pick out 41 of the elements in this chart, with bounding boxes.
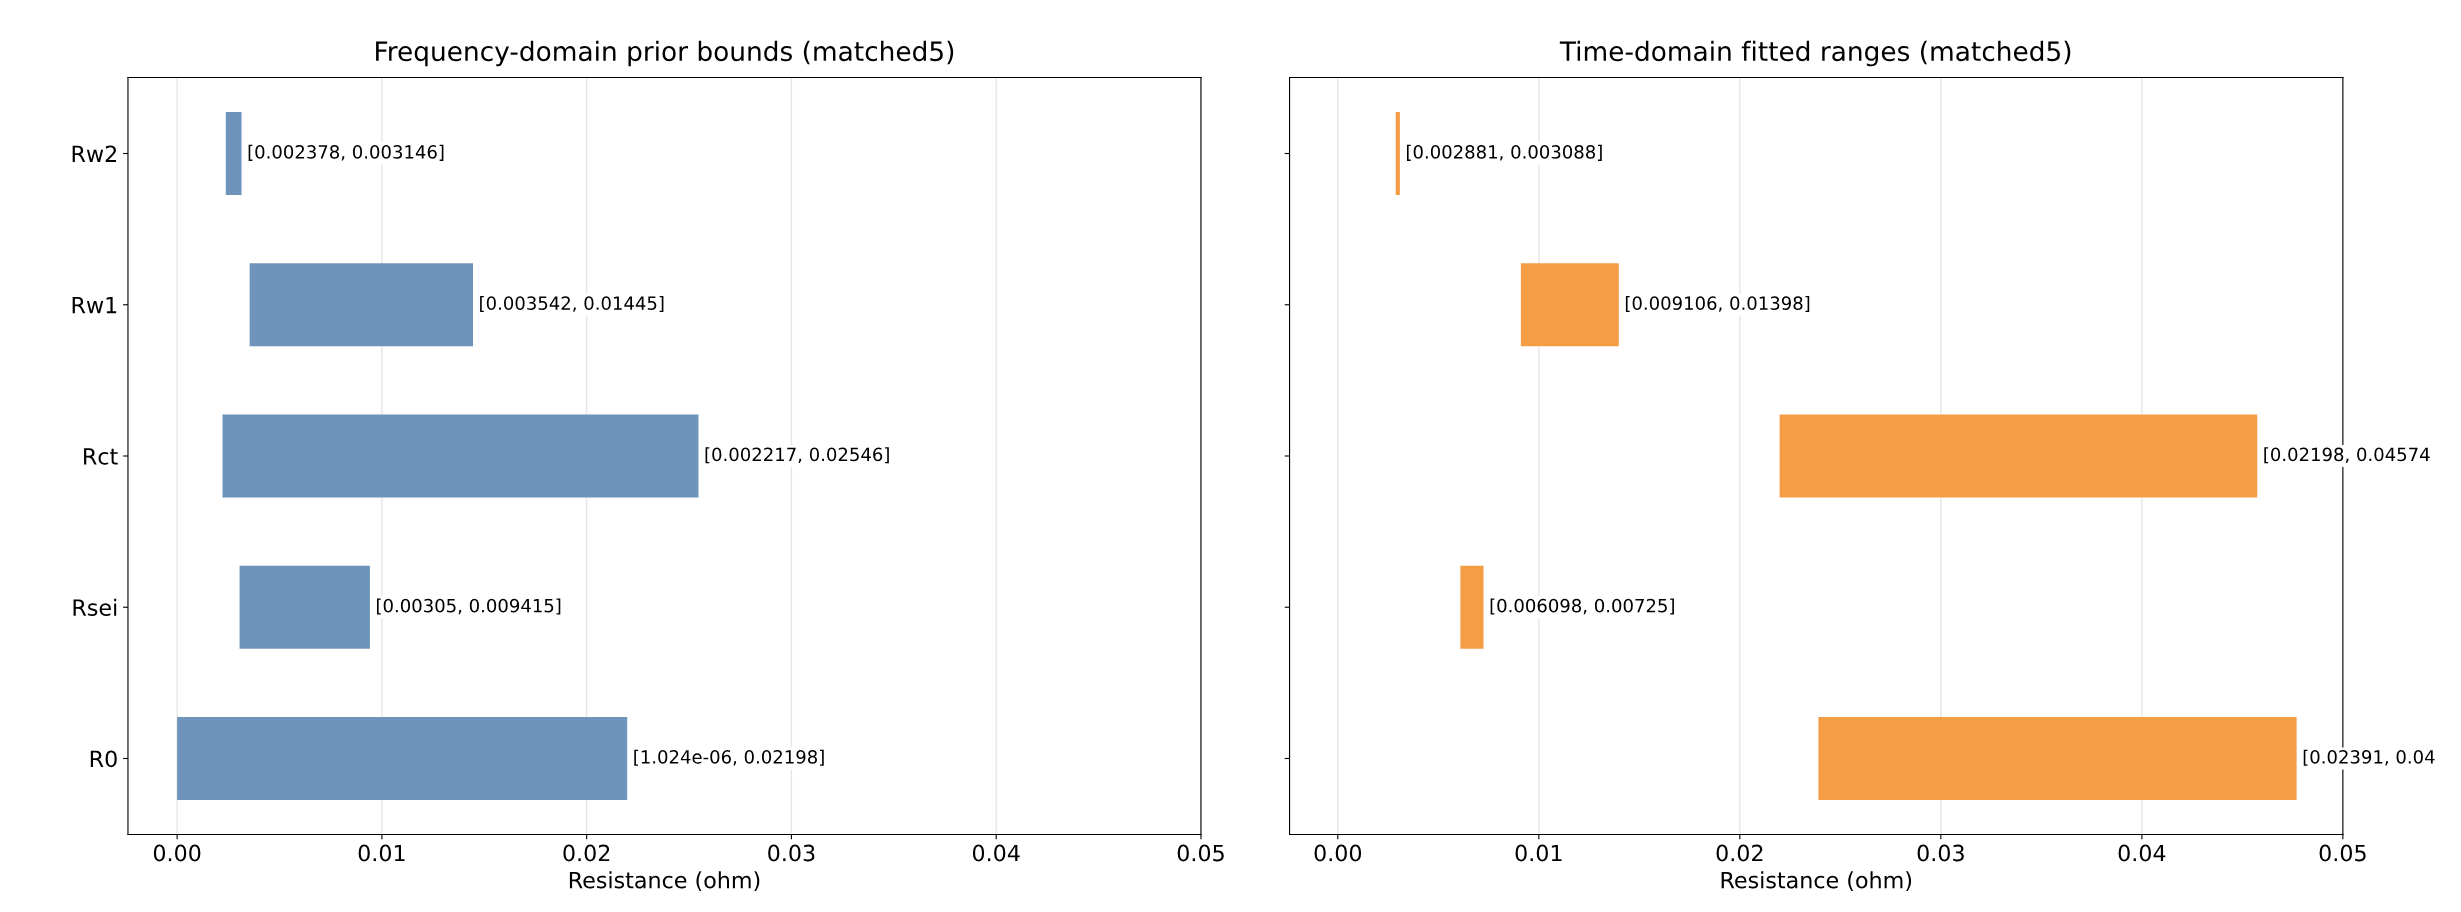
x-tick-label: 0.04 bbox=[972, 844, 1020, 862]
bar bbox=[239, 565, 370, 649]
bar bbox=[1395, 111, 1400, 196]
data-label: [0.006098, 0.00725] bbox=[1490, 598, 1674, 615]
data-label: [0.002378, 0.003146] bbox=[248, 144, 444, 161]
x-tick-label: 0.04 bbox=[2118, 844, 2166, 862]
x-tick-label: 0.03 bbox=[768, 844, 815, 862]
x-tick-label: 0.00 bbox=[1314, 844, 1362, 862]
bar bbox=[177, 716, 628, 801]
x-tick-label: 0.00 bbox=[153, 844, 201, 862]
x-tick-label: 0.05 bbox=[2319, 844, 2366, 862]
x-tick-label: 0.01 bbox=[358, 844, 405, 862]
data-label: [0.00305, 0.009415] bbox=[377, 598, 561, 615]
chart-title: Frequency-domain prior bounds (matched5) bbox=[376, 40, 954, 67]
y-tick-label: Rct bbox=[84, 448, 118, 465]
bar bbox=[1779, 414, 2258, 498]
data-label: [0.002881, 0.003088] bbox=[1406, 144, 1602, 161]
chart-title: Time-domain fitted ranges (matched5) bbox=[1559, 40, 2071, 67]
bar bbox=[1520, 263, 1619, 347]
data-label: [0.009106, 0.01398] bbox=[1625, 296, 1810, 313]
x-axis-title: Resistance (ohm) bbox=[1721, 871, 1912, 892]
x-axis-title: Resistance (ohm) bbox=[569, 871, 760, 892]
y-tick-label: Rw1 bbox=[72, 297, 117, 314]
x-tick-label: 0.03 bbox=[1917, 844, 1964, 862]
data-label: [0.002217, 0.02546] bbox=[705, 447, 889, 464]
data-label: [0.003542, 0.01445] bbox=[480, 296, 664, 313]
bar bbox=[225, 111, 242, 196]
x-tick-label: 0.05 bbox=[1177, 844, 1224, 862]
x-tick-label: 0.01 bbox=[1515, 844, 1562, 862]
bar bbox=[1818, 716, 2297, 801]
x-tick-label: 0.02 bbox=[563, 844, 610, 862]
data-label: [0.02391, 0.04 bbox=[2303, 749, 2435, 766]
bar bbox=[1460, 565, 1484, 649]
y-tick-label: Rw2 bbox=[72, 145, 117, 162]
y-tick-label: R0 bbox=[90, 750, 117, 768]
bar bbox=[249, 263, 474, 347]
y-tick-label: Rsei bbox=[73, 598, 117, 616]
x-tick-label: 0.02 bbox=[1716, 844, 1763, 862]
bar bbox=[222, 414, 699, 498]
data-label: [0.02198, 0.04574 bbox=[2264, 447, 2430, 464]
data-label: [1.024e-06, 0.02198] bbox=[634, 749, 824, 766]
